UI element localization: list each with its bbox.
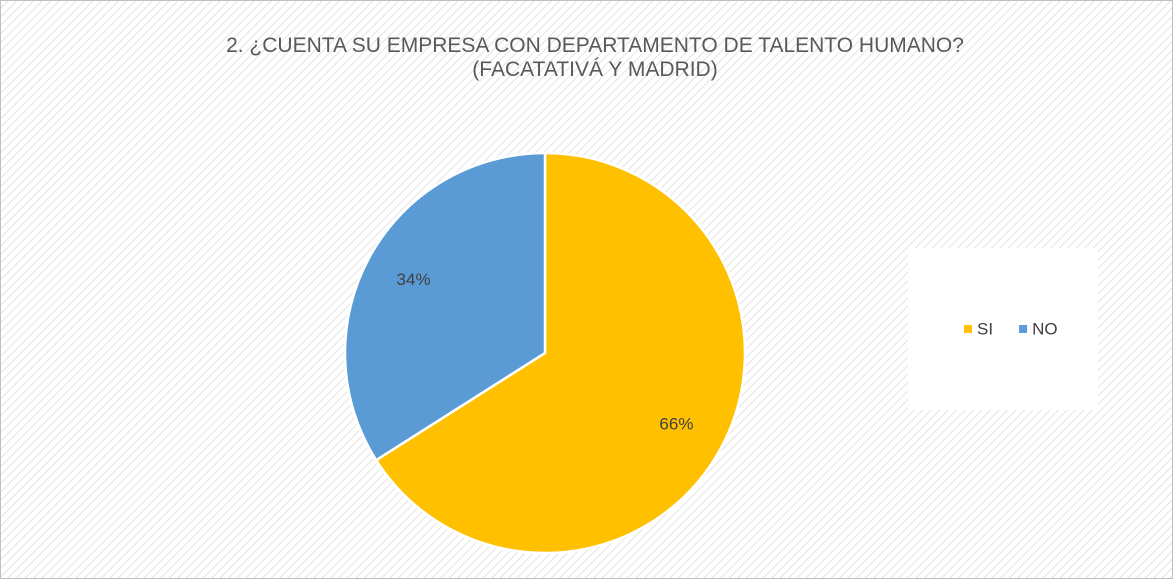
legend-swatch [964,325,972,333]
chart-title: 2. ¿CUENTA SU EMPRESA CON DEPARTAMENTO D… [226,34,964,57]
title-block: 2. ¿CUENTA SU EMPRESA CON DEPARTAMENTO D… [175,34,1015,82]
chart-subtitle: (FACATATIVÁ Y MADRID) [472,58,718,81]
legend-label: NO [1032,319,1058,338]
legend-label: SI [977,319,993,338]
pie-slice [343,151,547,462]
legend-swatch [1019,325,1028,333]
data-label: 34% [397,270,431,289]
legend-box [908,248,1098,410]
data-label: 66% [659,415,693,434]
pie-slice [374,151,747,555]
